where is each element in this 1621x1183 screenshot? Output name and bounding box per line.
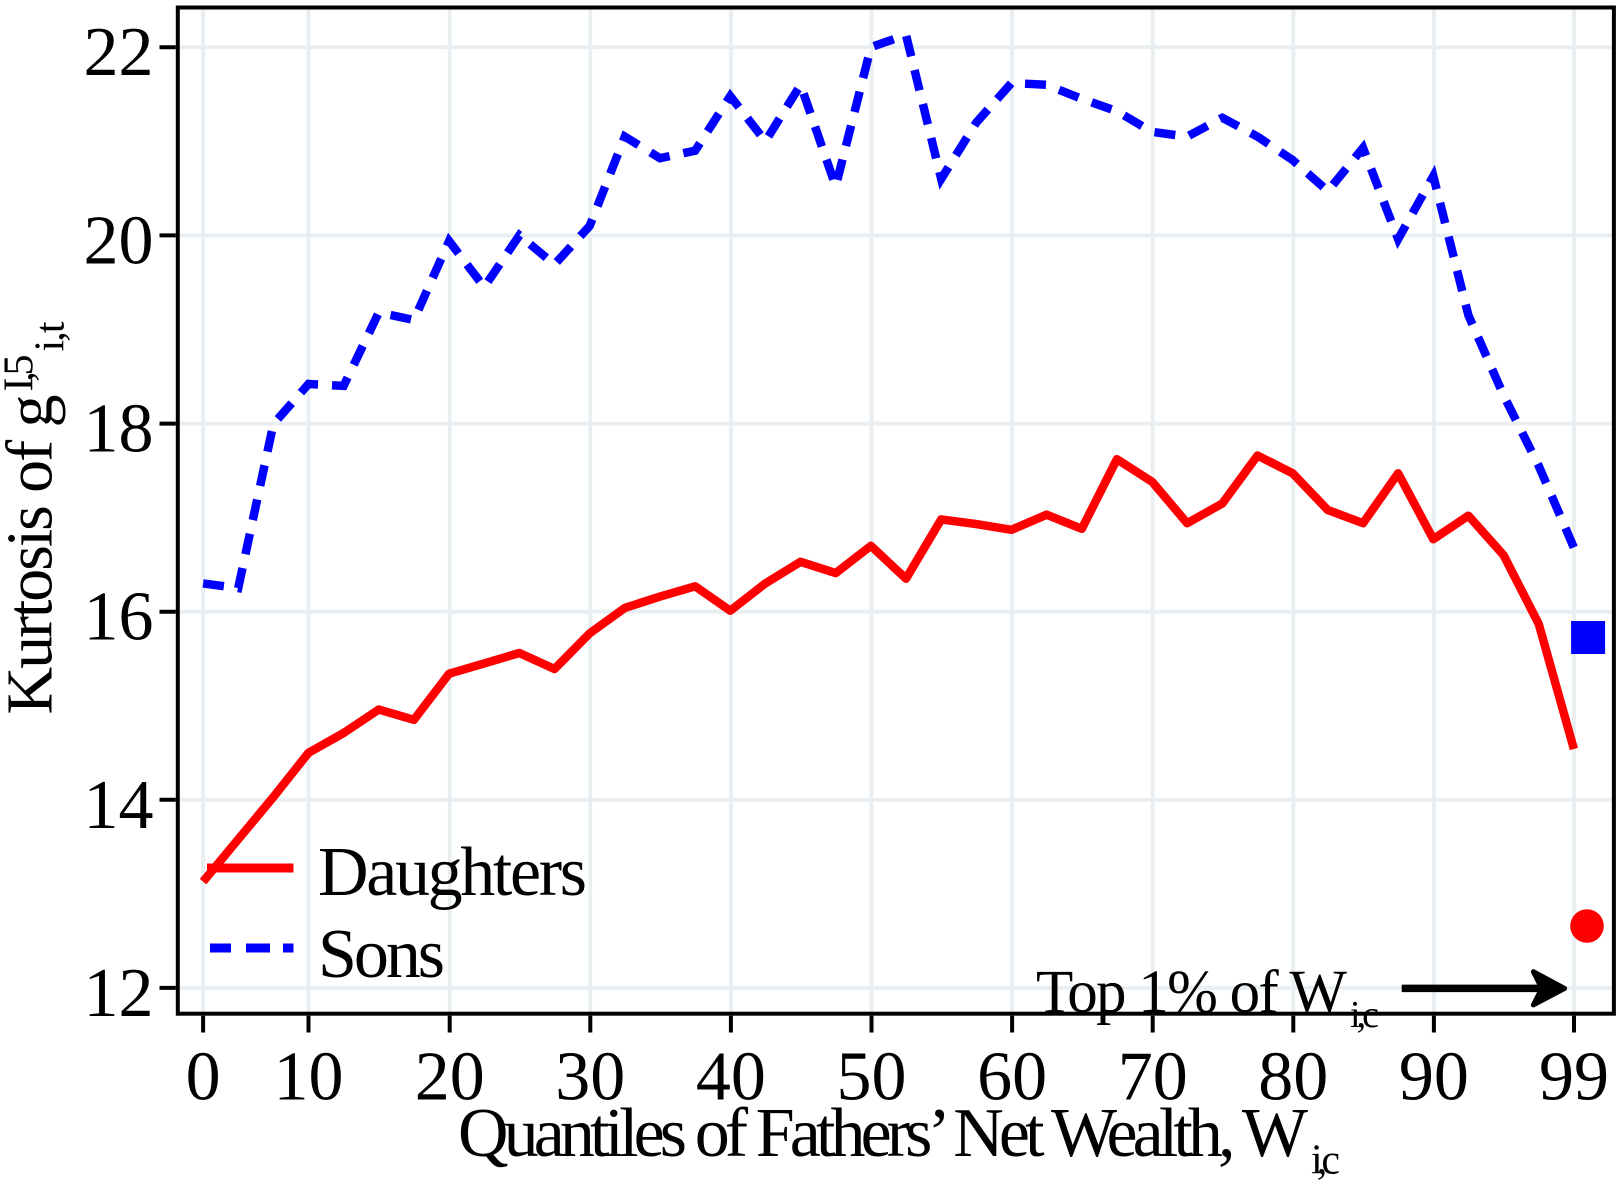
svg-text:Kurtosis of g: Kurtosis of g xyxy=(0,395,67,715)
svg-text:40: 40 xyxy=(696,1039,766,1116)
svg-text:22: 22 xyxy=(84,14,154,91)
svg-text:70: 70 xyxy=(1118,1039,1188,1116)
svg-text:12: 12 xyxy=(84,955,154,1032)
svg-text:18: 18 xyxy=(84,391,154,468)
svg-text:I,5: I,5 xyxy=(0,355,43,392)
svg-text:16: 16 xyxy=(84,579,154,656)
svg-text:10: 10 xyxy=(274,1039,344,1116)
svg-text:14: 14 xyxy=(84,767,154,844)
svg-text:i,c: i,c xyxy=(1350,994,1379,1036)
svg-text:99: 99 xyxy=(1539,1039,1609,1116)
svg-text:Sons: Sons xyxy=(318,916,445,993)
svg-text:60: 60 xyxy=(977,1039,1047,1116)
svg-text:Daughters: Daughters xyxy=(318,834,587,911)
svg-text:80: 80 xyxy=(1258,1039,1328,1116)
svg-text:Top 1% of W: Top 1% of W xyxy=(1036,959,1347,1026)
svg-text:90: 90 xyxy=(1399,1039,1469,1116)
svg-text:Quantiles of Fathers’ Net Weal: Quantiles of Fathers’ Net Wealth, W xyxy=(458,1095,1308,1172)
svg-text:20: 20 xyxy=(84,202,154,279)
svg-text:0: 0 xyxy=(186,1039,221,1116)
svg-text:i,t: i,t xyxy=(28,321,74,351)
svg-text:i,c: i,c xyxy=(1311,1138,1340,1183)
svg-text:20: 20 xyxy=(415,1039,485,1116)
svg-text:50: 50 xyxy=(837,1039,907,1116)
svg-text:30: 30 xyxy=(555,1039,625,1116)
